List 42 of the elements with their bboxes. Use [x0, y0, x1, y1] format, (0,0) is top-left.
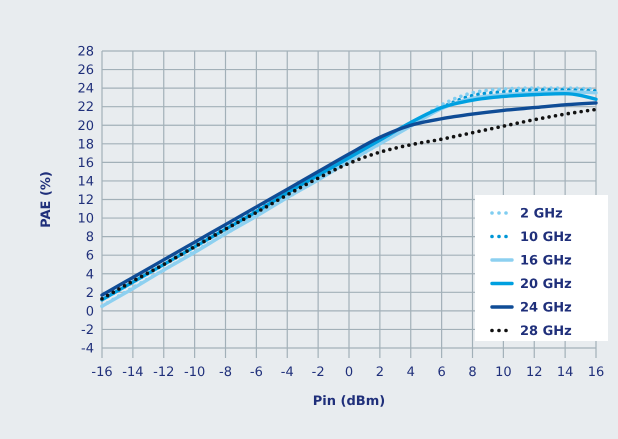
legend-label: 28 GHz [520, 324, 572, 340]
y-tick-label: 12 [77, 193, 94, 208]
y-tick-label: 22 [77, 100, 94, 116]
x-tick-label: 16 [588, 365, 604, 380]
x-tick-label: -8 [219, 365, 232, 380]
x-tick-label: -6 [250, 365, 263, 380]
y-tick-label: 0 [86, 304, 94, 320]
x-tick-label: 8 [468, 365, 477, 380]
legend-label: 2 GHz [520, 206, 563, 222]
legend-label: 16 GHz [520, 254, 572, 269]
y-tick-label: 2 [86, 286, 94, 301]
y-tick-label: 26 [77, 63, 94, 78]
y-tick-label: 18 [77, 137, 94, 152]
x-tick-label: 10 [495, 365, 512, 380]
y-tick-label: 6 [86, 248, 94, 264]
x-tick-label: 2 [376, 365, 384, 380]
y-tick-label: 14 [77, 174, 94, 190]
x-tick-label: 6 [437, 365, 446, 380]
legend-label: 20 GHz [520, 277, 572, 292]
x-tick-label: -10 [184, 365, 206, 380]
y-tick-label: 4 [86, 267, 94, 282]
x-tick-label: -12 [153, 365, 174, 380]
y-tick-label: 16 [77, 156, 94, 171]
x-tick-label: 14 [556, 365, 574, 380]
y-tick-label: -4 [81, 342, 94, 357]
y-tick-label: 8 [86, 230, 94, 246]
y-tick-label: 10 [77, 212, 94, 227]
x-tick-label: -16 [91, 365, 113, 380]
x-tick-label: -4 [280, 365, 294, 380]
legend-label: 24 GHz [520, 300, 572, 316]
x-tick-label: 0 [344, 365, 354, 380]
x-tick-label: 4 [406, 365, 415, 380]
y-tick-label: 28 [77, 44, 94, 60]
y-tick-label: 20 [77, 118, 94, 134]
legend-label: 10 GHz [520, 230, 572, 246]
y-tick-label: -2 [81, 322, 94, 338]
y-tick-label: 24 [77, 82, 94, 97]
x-tick-label: 12 [526, 365, 543, 380]
x-tick-label: -2 [312, 365, 325, 380]
x-tick-label: -14 [122, 365, 144, 380]
y-axis-title: PAE (%) [39, 171, 54, 228]
x-axis-title: Pin (dBm) [312, 394, 386, 409]
